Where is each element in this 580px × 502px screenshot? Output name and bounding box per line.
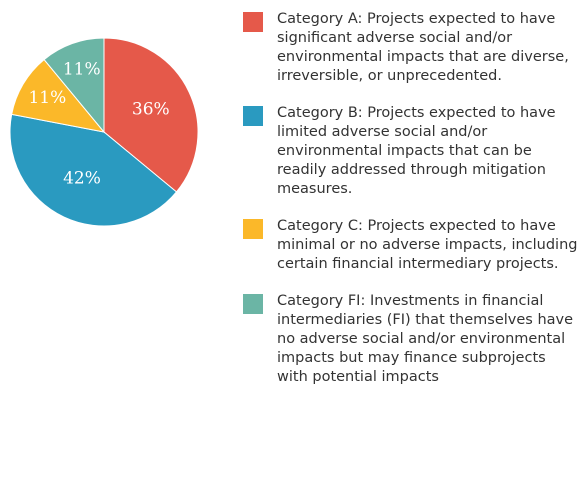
legend-label: Category B: Projects expected to have li… [277, 105, 556, 197]
chart: 36% 42% 11% 11% [9, 37, 199, 227]
legend-swatch [243, 219, 263, 239]
legend-swatch [243, 12, 263, 32]
legend-swatch [243, 294, 263, 314]
legend: Category A: Projects expected to have si… [243, 10, 578, 405]
pie-slice [103, 37, 199, 193]
slice-label: 36% [132, 99, 170, 119]
pie-slice [11, 58, 106, 133]
legend-label: Category C: Projects expected to have mi… [277, 218, 578, 272]
legend-item: Category C: Projects expected to have mi… [243, 217, 578, 274]
legend-label: Category A: Projects expected to have si… [277, 11, 569, 84]
legend-swatch [243, 106, 263, 126]
slice-label: 42% [63, 168, 101, 188]
slice-label: 11% [28, 88, 66, 108]
pie-slice [9, 113, 178, 227]
legend-label: Category FI: Investments in financial in… [277, 293, 574, 385]
legend-item: Category B: Projects expected to have li… [243, 104, 578, 199]
legend-item: Category FI: Investments in financial in… [243, 292, 578, 387]
slice-label: 11% [63, 60, 101, 80]
pie-slice [43, 37, 105, 134]
legend-item: Category A: Projects expected to have si… [243, 10, 578, 86]
